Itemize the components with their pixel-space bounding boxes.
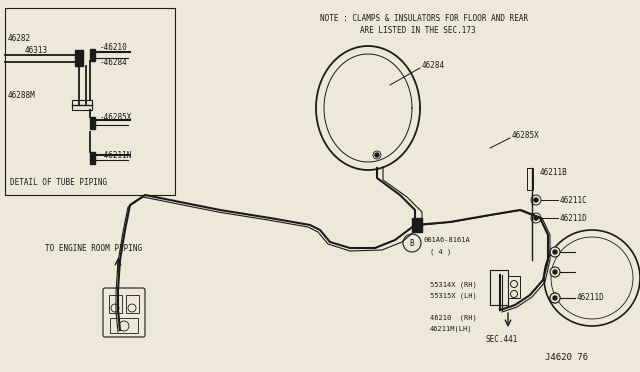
Text: TO ENGINE ROOM PIPING: TO ENGINE ROOM PIPING (45, 244, 142, 253)
Circle shape (531, 195, 541, 205)
Text: -46211N: -46211N (100, 151, 132, 160)
Bar (90, 49, 95, 61)
Text: 46313: 46313 (25, 45, 48, 55)
Circle shape (534, 198, 538, 202)
Circle shape (534, 216, 538, 220)
Circle shape (111, 304, 119, 312)
Text: 46211M(LH): 46211M(LH) (430, 326, 472, 332)
Circle shape (511, 280, 518, 288)
Text: 46211C: 46211C (560, 196, 588, 205)
Text: ARE LISTED IN THE SEC.173: ARE LISTED IN THE SEC.173 (360, 26, 476, 35)
Circle shape (128, 304, 136, 312)
Bar (90, 152, 95, 164)
Bar (90, 117, 95, 129)
Circle shape (373, 151, 381, 159)
Text: 55315X (LH): 55315X (LH) (430, 293, 477, 299)
Circle shape (553, 250, 557, 254)
Circle shape (403, 234, 421, 252)
Text: 46284: 46284 (422, 61, 445, 70)
Text: 46285X: 46285X (512, 131, 540, 140)
Bar (126, 295, 139, 313)
Text: 46211D: 46211D (577, 294, 605, 302)
Circle shape (553, 270, 557, 274)
Text: 46210  (RH): 46210 (RH) (430, 315, 477, 321)
Text: -46285X: -46285X (100, 112, 132, 122)
Circle shape (511, 291, 518, 298)
Circle shape (553, 296, 557, 300)
Text: J4620 76: J4620 76 (545, 353, 588, 362)
Circle shape (531, 213, 541, 223)
Text: DETAIL OF TUBE PIPING: DETAIL OF TUBE PIPING (10, 177, 107, 186)
Circle shape (550, 293, 560, 303)
Text: 46288M: 46288M (8, 90, 36, 99)
Text: SEC.441: SEC.441 (486, 336, 518, 344)
Circle shape (553, 296, 557, 300)
Bar (412, 218, 422, 232)
Bar (75, 50, 83, 66)
Bar (490, 270, 508, 305)
Circle shape (550, 267, 560, 277)
Bar (5, 8, 175, 195)
Text: NOTE : CLAMPS & INSULATORS FOR FLOOR AND REAR: NOTE : CLAMPS & INSULATORS FOR FLOOR AND… (320, 13, 528, 22)
Bar (527, 168, 533, 190)
Circle shape (119, 321, 129, 331)
Text: B: B (410, 238, 414, 247)
Text: 46282: 46282 (8, 33, 31, 42)
Circle shape (550, 293, 560, 303)
Text: 55314X (RH): 55314X (RH) (430, 282, 477, 288)
Bar (508, 276, 520, 298)
Circle shape (550, 247, 560, 257)
Text: -46284: -46284 (100, 58, 128, 67)
Text: 46211B: 46211B (540, 167, 568, 176)
Text: ( 4 ): ( 4 ) (430, 249, 451, 255)
Text: 0B1A6-8161A: 0B1A6-8161A (424, 237, 471, 243)
FancyBboxPatch shape (103, 288, 145, 337)
Bar (72, 100, 92, 110)
Text: 46211D: 46211D (560, 214, 588, 222)
Text: -46210: -46210 (100, 42, 128, 51)
Circle shape (375, 153, 379, 157)
Bar (109, 295, 122, 313)
Bar (110, 318, 138, 333)
